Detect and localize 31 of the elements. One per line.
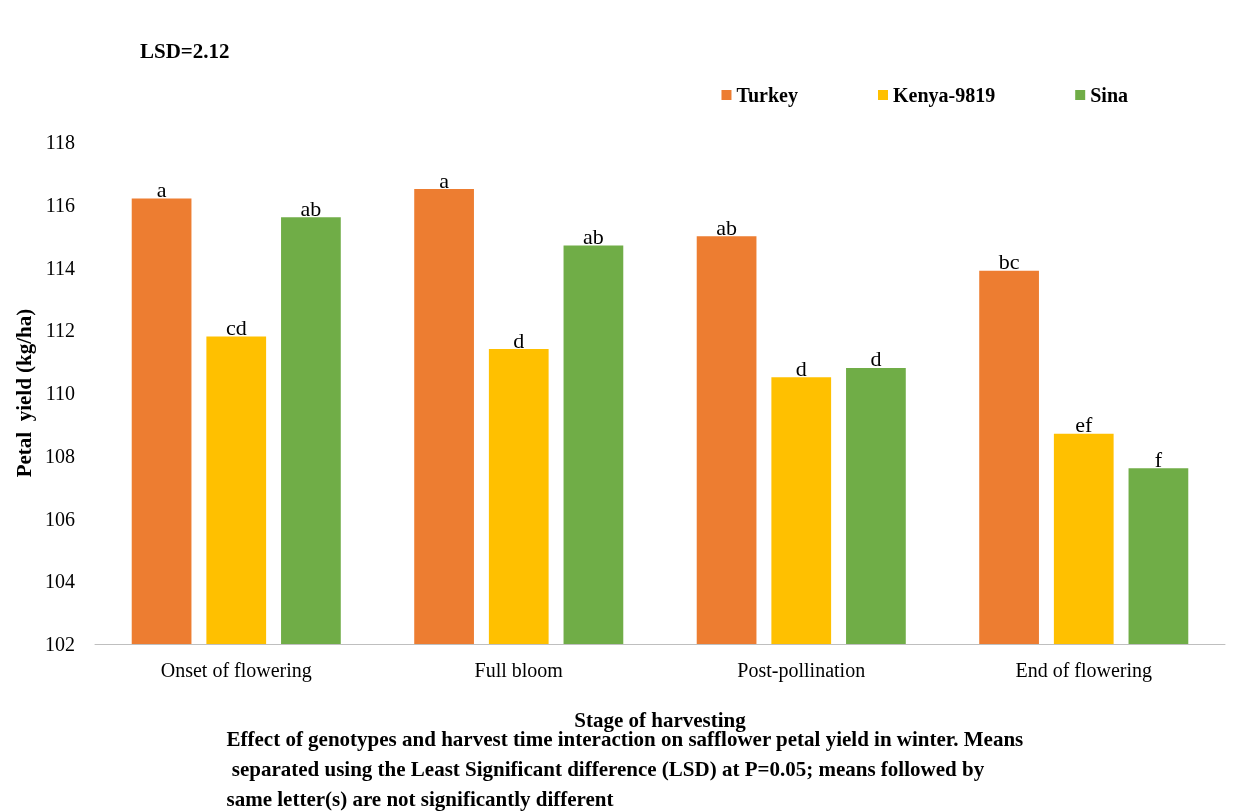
data-label: f — [1154, 446, 1163, 472]
x-tick-label: Onset of flowering — [160, 659, 312, 682]
data-label: d — [870, 346, 882, 372]
x-tick-label: End of flowering — [1015, 659, 1153, 682]
legend-label: Turkey — [736, 84, 798, 107]
y-tick-label: 112 — [45, 319, 75, 342]
data-label: d — [513, 327, 525, 353]
data-label: ef — [1075, 412, 1093, 438]
data-label: ab — [583, 224, 604, 250]
y-tick-label: 104 — [45, 570, 75, 593]
y-tick-label: 118 — [45, 131, 75, 153]
data-label: bc — [998, 249, 1020, 275]
data-label: a — [156, 176, 167, 202]
y-tick-label: 106 — [45, 507, 75, 530]
x-tick-label: Post-pollination — [737, 659, 866, 682]
text: LSD=2.12 — [140, 38, 230, 63]
y-tick-label: 110 — [45, 382, 75, 404]
data-label: ab — [300, 195, 322, 221]
x-tick-label: Full bloom — [474, 659, 564, 681]
y-tick-label: 108 — [45, 444, 75, 467]
data-label: cd — [225, 315, 247, 341]
y-tick-label: 102 — [45, 633, 75, 655]
x-axis-title: Stage of harvesting — [574, 707, 747, 732]
legend-label: Sina — [1090, 84, 1129, 106]
y-tick-label: 116 — [45, 193, 75, 216]
data-label: ab — [716, 214, 737, 240]
data-label: d — [795, 355, 807, 381]
data-label: a — [439, 167, 450, 193]
y-tick-label: 114 — [45, 256, 75, 279]
legend-label: Kenya-9819 — [892, 84, 996, 107]
y-axis-title: Petal yield (kg/ha) — [11, 308, 36, 478]
